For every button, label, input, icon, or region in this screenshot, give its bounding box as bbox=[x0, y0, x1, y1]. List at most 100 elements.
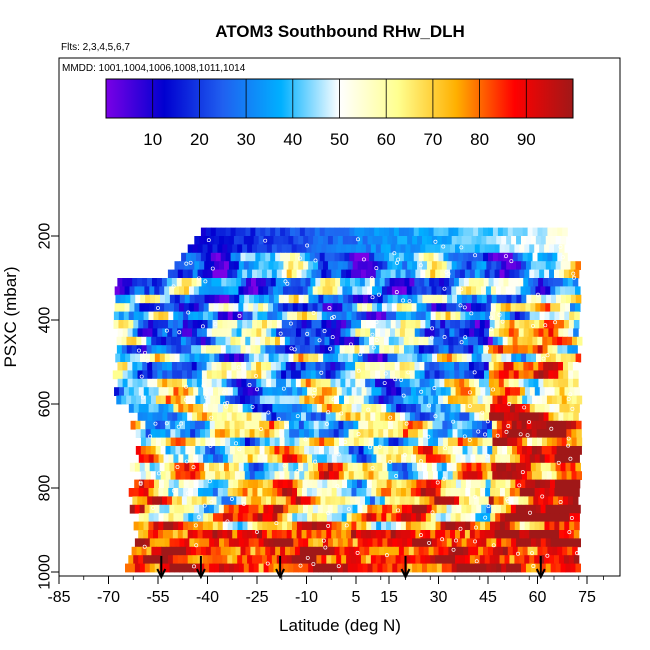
obs-marker bbox=[161, 266, 166, 271]
curtain-cell bbox=[251, 328, 257, 338]
curtain-cell bbox=[140, 294, 146, 304]
curtain-cell bbox=[413, 252, 420, 262]
curtain-cell bbox=[252, 530, 258, 539]
curtain-cell bbox=[135, 294, 141, 304]
curtain-cell bbox=[286, 530, 293, 539]
curtain-cell bbox=[434, 378, 441, 388]
curtain-cell bbox=[442, 446, 449, 455]
curtain-cell bbox=[453, 546, 459, 556]
curtain-cell bbox=[512, 437, 518, 447]
obs-marker bbox=[298, 563, 303, 568]
curtain-cell bbox=[407, 236, 413, 245]
obs-marker bbox=[348, 342, 353, 347]
curtain-cell bbox=[444, 412, 451, 422]
curtain-cell bbox=[472, 437, 479, 447]
curtain-cell bbox=[473, 252, 479, 262]
curtain-cell bbox=[261, 378, 267, 388]
curtain-cell bbox=[451, 479, 457, 489]
obs-marker bbox=[504, 254, 508, 259]
curtain-cell bbox=[198, 404, 204, 413]
curtain-cell bbox=[554, 404, 561, 413]
curtain-cell bbox=[215, 437, 221, 447]
curtain-cell bbox=[492, 446, 498, 455]
curtain-cell bbox=[162, 412, 168, 422]
curtain-cell bbox=[478, 496, 485, 506]
curtain-cell bbox=[502, 446, 508, 455]
curtain-cell bbox=[436, 462, 443, 472]
obs-marker bbox=[303, 437, 308, 442]
obs-marker bbox=[225, 519, 230, 524]
curtain-cell bbox=[324, 546, 331, 556]
curtain-cell bbox=[243, 353, 250, 363]
obs-marker bbox=[509, 259, 514, 264]
curtain-cell bbox=[289, 471, 295, 480]
curtain-cell bbox=[280, 546, 286, 556]
curtain-cell bbox=[203, 504, 210, 514]
curtain-cell bbox=[508, 328, 515, 338]
curtain-cell bbox=[534, 404, 541, 413]
curtain-cell bbox=[136, 345, 143, 354]
curtain-cell bbox=[148, 488, 155, 497]
curtain-cell bbox=[272, 311, 278, 321]
curtain-cell bbox=[533, 362, 539, 371]
curtain-cell bbox=[379, 546, 385, 556]
curtain-cell bbox=[145, 395, 152, 405]
curtain-cell bbox=[137, 496, 143, 506]
curtain-cell bbox=[558, 378, 564, 388]
obs-marker bbox=[517, 483, 522, 488]
curtain-cell bbox=[433, 437, 439, 447]
curtain-cell bbox=[525, 236, 532, 245]
curtain-cell bbox=[138, 404, 145, 413]
curtain-cell bbox=[377, 504, 383, 514]
curtain-cell bbox=[476, 538, 482, 548]
curtain-cell bbox=[351, 244, 357, 254]
curtain-cell bbox=[173, 479, 180, 489]
curtain-cell bbox=[509, 555, 515, 564]
curtain-cell bbox=[512, 546, 519, 556]
curtain-cell bbox=[430, 555, 436, 564]
curtain-cell bbox=[444, 362, 450, 371]
curtain-cell bbox=[573, 269, 580, 279]
curtain-cell bbox=[173, 387, 179, 396]
curtain-cell bbox=[126, 345, 133, 354]
obs-marker bbox=[339, 411, 344, 416]
curtain-cell bbox=[228, 236, 235, 245]
curtain-cell bbox=[508, 496, 515, 506]
curtain-cell bbox=[517, 227, 524, 237]
curtain-cell bbox=[296, 244, 303, 254]
curtain-cell bbox=[313, 429, 320, 438]
curtain-cell bbox=[537, 345, 544, 354]
curtain-cell bbox=[345, 378, 351, 388]
curtain-cell bbox=[224, 446, 231, 455]
curtain-cell bbox=[567, 345, 573, 354]
curtain-cell bbox=[341, 521, 348, 531]
curtain-cell bbox=[271, 378, 277, 388]
curtain-cell bbox=[457, 420, 463, 430]
curtain-cell bbox=[342, 479, 348, 489]
curtain-cell bbox=[259, 395, 266, 405]
obs-marker bbox=[146, 243, 151, 248]
curtain-cell bbox=[343, 294, 349, 304]
curtain-cell bbox=[378, 471, 385, 480]
curtain-cell bbox=[452, 429, 459, 438]
curtain-cell bbox=[292, 286, 299, 296]
obs-marker bbox=[418, 533, 423, 538]
curtain-cell bbox=[541, 420, 547, 430]
curtain-cell bbox=[159, 303, 165, 312]
curtain-cell bbox=[199, 504, 205, 514]
curtain-cell bbox=[459, 555, 466, 564]
curtain-cell bbox=[479, 378, 485, 388]
curtain-cell bbox=[450, 530, 456, 539]
curtain-cell bbox=[175, 446, 181, 455]
curtain-cell bbox=[393, 546, 400, 556]
curtain-cell bbox=[543, 496, 549, 506]
obs-marker bbox=[426, 434, 431, 439]
curtain-cell bbox=[244, 471, 251, 480]
curtain-cell bbox=[369, 227, 375, 237]
curtain-cell bbox=[446, 303, 452, 312]
curtain-cell bbox=[391, 479, 398, 489]
curtain-cell bbox=[550, 261, 557, 270]
curtain-cell bbox=[379, 496, 386, 506]
curtain-cell bbox=[350, 496, 356, 506]
curtain-cell bbox=[212, 488, 219, 497]
